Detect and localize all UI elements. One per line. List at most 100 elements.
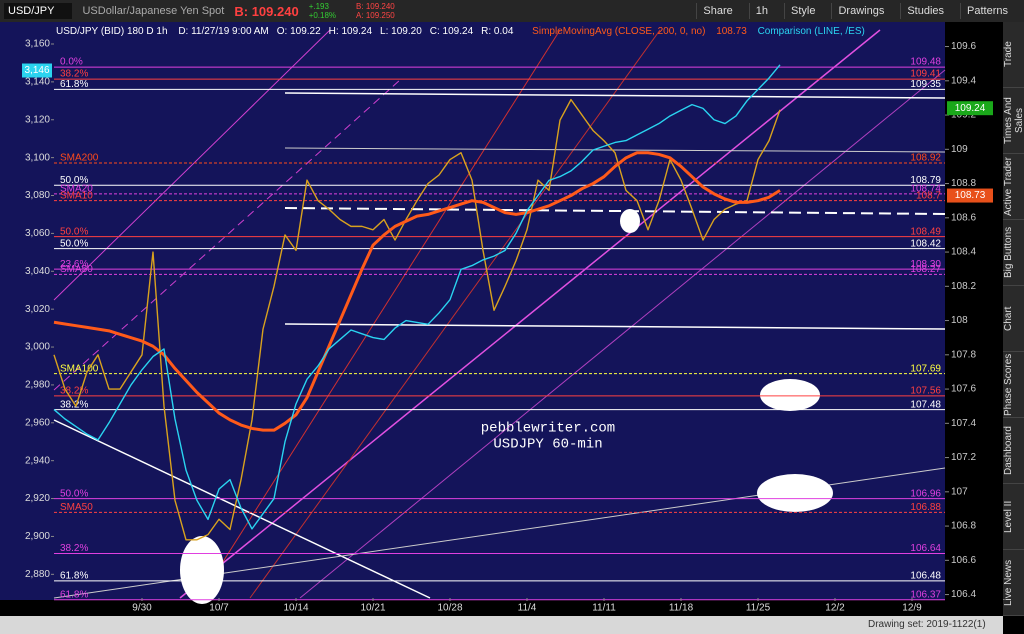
- series-line: [53, 98, 781, 541]
- sidebar-tab[interactable]: Times And Sales: [1003, 88, 1024, 154]
- bid-small: B: 109.240: [356, 2, 395, 11]
- sidebar-tab[interactable]: Big Buttons: [1003, 220, 1024, 286]
- sidebar: Trade Times And Sales Active Trader Big But…: [1003, 22, 1024, 616]
- sidebar-tab[interactable]: Chart: [1003, 286, 1024, 352]
- info-item: R: 0.04: [481, 26, 514, 37]
- trend-line: [284, 207, 946, 215]
- y2-tick-label: 2,980: [25, 380, 50, 391]
- x-tick-label: 11/25: [746, 603, 771, 614]
- level-left-label: 50.0%: [60, 226, 88, 237]
- change-pct: +0.18%: [308, 11, 337, 20]
- level-left-label: 38.2%: [60, 386, 88, 397]
- ellipse: [760, 379, 820, 411]
- level-left-label: SMA50: [60, 264, 93, 275]
- sidebar-tab[interactable]: Level II: [1003, 484, 1024, 550]
- y2-tick-label: 3,100: [25, 152, 50, 163]
- y2-tick-label: 2,920: [25, 493, 50, 504]
- info-item: D: 11/27/19 9:00 AM: [178, 26, 269, 37]
- level-right-label: 106.48: [910, 571, 941, 582]
- x-tick-label: 10/21: [360, 603, 385, 614]
- level-right-label: 108.92: [910, 153, 941, 164]
- toolbar-button[interactable]: Drawings: [831, 3, 890, 19]
- toolbar-button[interactable]: Share: [696, 3, 738, 19]
- y-tick-label: 109.4: [951, 75, 976, 86]
- toolbar-button[interactable]: Style: [784, 3, 821, 19]
- y-tick-label: 107.2: [951, 452, 976, 463]
- toolbar-buttons: Share 1h Style Drawings Studies Patterns: [696, 3, 1024, 19]
- price-badge-label: 108.73: [955, 190, 986, 201]
- x-tick-label: 11/11: [592, 603, 616, 614]
- trend-line: [249, 29, 661, 599]
- sidebar-tab[interactable]: Trade: [1003, 22, 1024, 88]
- level-right-label: 108.79: [910, 175, 941, 186]
- price-badge: [947, 188, 993, 203]
- annotation: pebblewriter.com: [481, 421, 615, 437]
- trend-line: [284, 323, 946, 330]
- symbol-field[interactable]: USD/JPY: [4, 3, 73, 19]
- change: +.193: [308, 2, 329, 11]
- x-tick-label: 12/9: [902, 603, 922, 614]
- sidebar-tab[interactable]: Phase Scores: [1003, 352, 1024, 418]
- y-tick-label: 106.6: [951, 555, 976, 566]
- level-right-label: 108.7: [916, 190, 941, 201]
- symbol-description: USDollar/Japanese Yen Spot: [82, 5, 225, 17]
- x-tick-label: 11/18: [669, 603, 694, 614]
- annotation: USDJPY 60-min: [493, 437, 602, 453]
- y2-tick-label: 3,000: [25, 342, 50, 353]
- level-left-label: 38.2%: [60, 69, 88, 80]
- level-right-label: 108.27: [910, 264, 941, 275]
- bid-price: B: 109.240: [234, 3, 299, 19]
- y2-tick-label: 2,900: [25, 531, 50, 542]
- y2-tick-label: 2,960: [25, 417, 50, 428]
- series-line: [53, 64, 781, 530]
- series-line: [53, 151, 781, 432]
- info-item: H: 109.24: [328, 26, 373, 37]
- y-tick-label: 108.4: [951, 247, 976, 258]
- sidebar-tab[interactable]: Active Trader: [1003, 154, 1024, 220]
- trend-line: [53, 29, 331, 301]
- level-left-label: SMA20: [60, 183, 93, 194]
- y2-tick-label: 3,060: [25, 228, 50, 239]
- level-left-label: 38.2%: [60, 543, 88, 554]
- level-left-label: 38.2%: [60, 399, 88, 410]
- x-tick-label: 10/14: [283, 603, 308, 614]
- trend-line: [199, 29, 561, 599]
- level-right-label: 107.69: [910, 363, 941, 374]
- ellipse: [180, 536, 224, 604]
- level-left-label: 0.0%: [60, 57, 83, 68]
- trend-line: [284, 147, 946, 153]
- trend-lines: [53, 29, 946, 599]
- level-right-label: 106.96: [910, 488, 941, 499]
- level-left-label: 61.8%: [60, 589, 88, 600]
- y-tick-label: 107.4: [951, 418, 976, 429]
- toolbar-button[interactable]: Patterns: [960, 3, 1014, 19]
- x-tick-label: 10/7: [209, 603, 229, 614]
- y-tick-label: 106.8: [951, 521, 976, 532]
- x-tick-label: 11/4: [518, 603, 537, 614]
- level-right-label: 107.48: [910, 399, 941, 410]
- drawing-set: Drawing set: 2019-1122(1): [868, 619, 986, 630]
- price-badge: [947, 101, 993, 116]
- trend-line: [299, 69, 946, 599]
- y2-tick-label: 3,160: [25, 39, 50, 50]
- info-item: L: 109.20: [380, 26, 422, 37]
- level-left-label: SMA200: [60, 153, 99, 164]
- y-tick-label: 109: [951, 144, 968, 155]
- level-left-label: SMA50: [60, 502, 93, 513]
- sidebar-tab[interactable]: Dashboard: [1003, 418, 1024, 484]
- toolbar-button[interactable]: Studies: [900, 3, 950, 19]
- level-left-label: 61.8%: [60, 571, 88, 582]
- sidebar-tab[interactable]: Live News: [1003, 550, 1024, 616]
- toolbar-button[interactable]: 1h: [748, 3, 774, 19]
- level-right-label: 108.30: [910, 259, 941, 270]
- level-right-label: 108.49: [910, 226, 941, 237]
- info-item: O: 109.22: [276, 26, 321, 37]
- level-left-label: SMA100: [60, 363, 99, 374]
- level-right-label: 106.88: [910, 502, 941, 513]
- change-box: +.193 +0.18%: [309, 2, 346, 20]
- bid-ask-box: B: 109.240 A: 109.250: [356, 2, 405, 20]
- legend-entry: SimpleMovingAvg (CLOSE, 200, 0, no): [532, 26, 706, 37]
- y-tick-label: 108.8: [951, 178, 976, 189]
